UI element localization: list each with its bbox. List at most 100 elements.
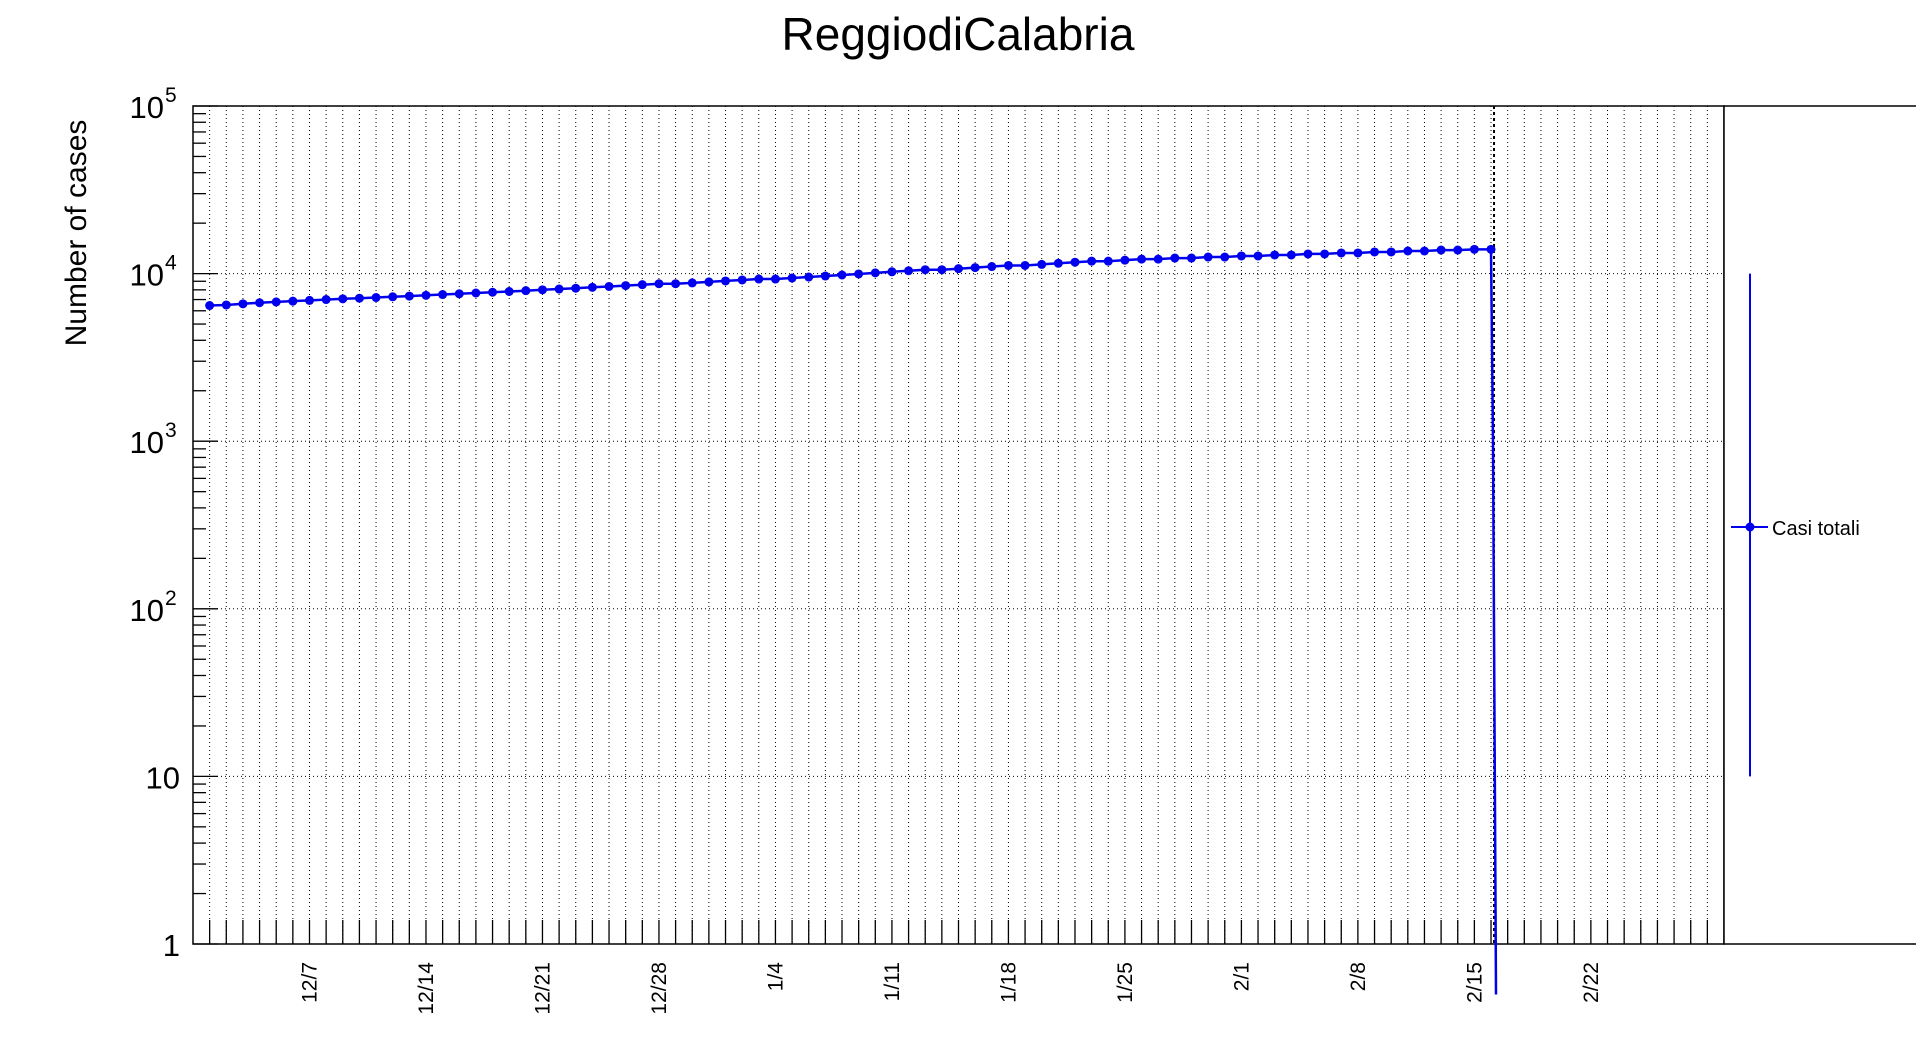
data-point: [687, 278, 697, 288]
data-point: [721, 276, 731, 286]
data-point: [1053, 258, 1063, 268]
y-axis-label: Number of cases: [60, 120, 93, 347]
data-point: [205, 301, 215, 311]
data-point: [837, 270, 847, 280]
data-point: [770, 274, 780, 284]
data-point: [1236, 251, 1246, 261]
data-point: [1186, 253, 1196, 263]
data-point: [1120, 255, 1130, 265]
data-point: [404, 291, 414, 301]
data-point: [621, 281, 631, 291]
x-tick-label: 12/21: [531, 962, 554, 1015]
data-point: [454, 289, 464, 299]
data-point: [471, 288, 481, 298]
chart-title: ReggiodiCalabria: [782, 8, 1135, 60]
data-point: [1070, 257, 1080, 267]
data-point: [537, 285, 547, 295]
x-tick-label: 1/4: [764, 962, 787, 992]
data-point: [521, 286, 531, 296]
data-point: [1253, 251, 1263, 261]
data-point: [754, 274, 764, 284]
data-point: [887, 267, 897, 277]
data-point: [1153, 254, 1163, 264]
x-tick-label: 1/11: [881, 962, 904, 1001]
data-point: [970, 263, 980, 273]
legend-marker: [1745, 522, 1755, 532]
data-point: [255, 298, 265, 308]
x-tick-label: 2/1: [1230, 962, 1253, 991]
data-point: [438, 290, 448, 300]
y-tick-label: 10: [130, 258, 164, 293]
legend-box: [1723, 105, 1916, 945]
y-tick-label: 10: [130, 593, 164, 628]
y-tick-label-exponent: 5: [165, 84, 177, 107]
data-point: [1370, 247, 1380, 257]
data-point: [1270, 250, 1280, 260]
data-point: [221, 300, 231, 310]
x-tick-label: 1/18: [997, 962, 1020, 1003]
data-point: [321, 295, 331, 305]
data-point: [904, 266, 914, 276]
data-point: [604, 281, 614, 291]
data-point: [554, 284, 564, 294]
data-point: [1170, 253, 1180, 263]
data-point: [1436, 245, 1446, 255]
data-point: [1419, 246, 1429, 256]
data-point: [1137, 254, 1147, 264]
data-point: [1020, 260, 1030, 270]
data-point: [304, 295, 314, 305]
y-tick-label: 10: [130, 425, 164, 460]
data-point: [271, 297, 281, 307]
data-point: [1486, 244, 1496, 254]
y-tick-label: 1: [163, 928, 180, 963]
data-point: [1220, 252, 1230, 262]
data-point: [288, 296, 298, 306]
y-tick-label-exponent: 2: [165, 587, 177, 610]
data-point: [1320, 249, 1330, 259]
data-point: [1353, 248, 1363, 258]
x-tick-label: 2/22: [1580, 962, 1603, 1003]
data-point: [371, 293, 381, 303]
data-point: [820, 271, 830, 281]
data-point: [587, 282, 597, 292]
x-tick-label: 1/25: [1114, 962, 1137, 1003]
data-point: [920, 265, 930, 275]
data-point: [388, 292, 398, 302]
legend: Casi totali: [1723, 105, 1916, 945]
data-point: [338, 294, 348, 304]
x-tick-label: 12/28: [648, 962, 671, 1015]
data-point: [1336, 248, 1346, 258]
y-tick-label: 10: [146, 760, 180, 795]
x-tick-label: 2/15: [1463, 962, 1486, 1003]
y-tick-label-exponent: 4: [165, 252, 177, 275]
x-tick-label: 12/14: [415, 962, 438, 1015]
data-point: [421, 290, 431, 300]
data-point: [1303, 249, 1313, 259]
data-point: [1403, 246, 1413, 256]
data-point: [1386, 247, 1396, 257]
data-point: [704, 277, 714, 287]
data-point: [1203, 252, 1213, 262]
data-point: [571, 283, 581, 293]
data-point: [1453, 245, 1463, 255]
data-point: [804, 272, 814, 282]
data-point: [854, 269, 864, 279]
series-layer: [205, 244, 1498, 995]
data-point: [1037, 259, 1047, 269]
data-point: [987, 262, 997, 272]
data-point: [1469, 244, 1479, 254]
data-point: [504, 286, 514, 296]
data-point: [238, 299, 248, 309]
data-point: [1003, 260, 1013, 270]
data-point: [654, 279, 664, 289]
x-tick-label: 12/7: [298, 962, 321, 1003]
axes: 12/7 12/14 12/21 12/28 1/4 1/11 1/18 1/25 2/1 2/8…: [130, 84, 1725, 1015]
data-point: [937, 265, 947, 275]
data-point: [737, 275, 747, 285]
x-tick-label: 2/8: [1347, 962, 1370, 991]
data-point: [870, 268, 880, 278]
y-tick-label: 10: [130, 90, 164, 125]
data-point: [637, 280, 647, 290]
